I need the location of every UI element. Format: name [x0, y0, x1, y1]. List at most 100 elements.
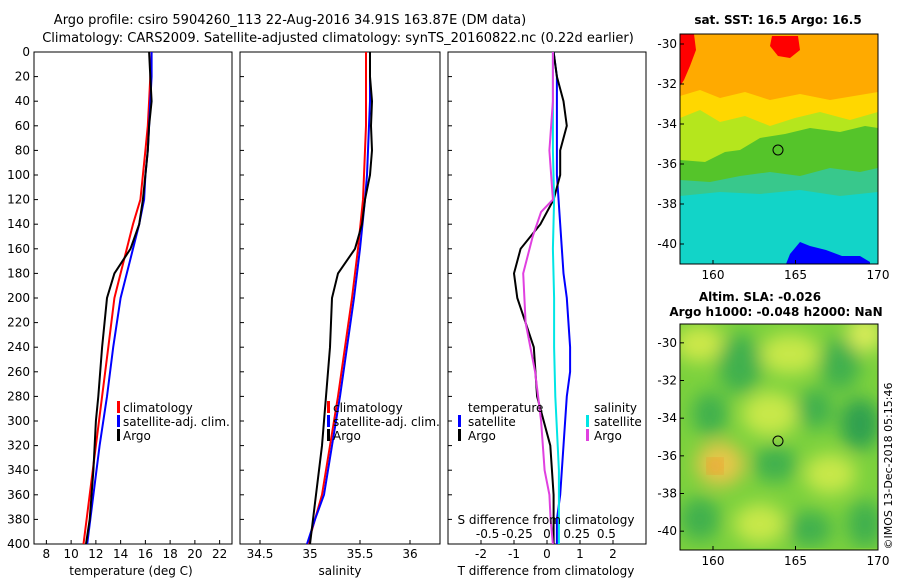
- depth-tick-label: 360: [7, 488, 30, 502]
- x-tick-label: 36: [402, 547, 417, 561]
- difference-panel: [447, 51, 647, 545]
- sst-map-axes: 160 165 170 -30 -32 -34 -36 -38 -40: [657, 37, 889, 282]
- map-y-tick-label: -38: [657, 197, 677, 211]
- series-line-satellite-adj-clim-: [306, 52, 371, 544]
- sla-map-title-line2: Argo h1000: -0.048 h2000: NaN: [669, 305, 882, 319]
- series-line-climatology: [82, 52, 153, 544]
- sla-blob: [840, 398, 878, 450]
- depth-tick-label: 60: [15, 119, 30, 133]
- legend-label-climatology: climatology: [123, 401, 193, 415]
- legend-label-argo: Argo: [333, 429, 361, 443]
- legend-swatch-climatology: [117, 401, 120, 413]
- imos-stamp: ©IMOS 13-Dec-2018 05:15:46: [882, 383, 895, 550]
- map-x-tick-label: 170: [867, 554, 890, 568]
- depth-tick-label: 20: [15, 70, 30, 84]
- map-y-tick-label: -34: [657, 411, 677, 425]
- depth-tick-label: 160: [7, 242, 30, 256]
- sla-warm-core: [706, 457, 724, 475]
- sst-map: [679, 33, 879, 265]
- map-y-tick-label: -40: [657, 524, 677, 538]
- s-diff-tick-label: 0: [543, 527, 551, 541]
- map-x-tick-label: 160: [702, 554, 725, 568]
- x-tick-label: 0: [543, 547, 551, 561]
- s-difference-axis-label: S difference from climatology: [458, 513, 635, 527]
- sst-cold-patch: [786, 242, 870, 264]
- temperature-x-axis: 8 10 12 14 16 18 20 22: [43, 540, 227, 561]
- s-diff-tick-label: -0.25: [502, 527, 533, 541]
- x-tick-label: 12: [88, 547, 103, 561]
- x-tick-label: 35.5: [347, 547, 374, 561]
- sla-map-title-line1: Altim. SLA: -0.026: [699, 290, 821, 304]
- depth-tick-label: 400: [7, 537, 30, 551]
- figure-title-line2: Climatology: CARS2009. Satellite-adjuste…: [42, 31, 634, 46]
- map-y-tick-label: -32: [657, 374, 677, 388]
- x-tick-label: 34.5: [247, 547, 274, 561]
- map-y-tick-label: -30: [657, 336, 677, 350]
- depth-axis: 0 20 40 60 80 100 120 140 160 180 200 220 240 260 280 3…: [7, 45, 452, 551]
- sla-blob: [742, 392, 798, 436]
- map-y-tick-label: -38: [657, 487, 677, 501]
- map-y-tick-label: -32: [657, 77, 677, 91]
- sla-blob: [680, 326, 725, 362]
- depth-tick-label: 200: [7, 291, 30, 305]
- sst-band-cyan: [680, 190, 878, 264]
- sst-warm-patch-2: [770, 36, 800, 58]
- sla-blob: [692, 392, 728, 436]
- sla-blob: [820, 338, 860, 390]
- s-diff-tick-label: -0.5: [476, 527, 499, 541]
- map-x-tick-label: 170: [867, 268, 890, 282]
- sla-blob: [788, 511, 832, 547]
- x-tick-label: 10: [63, 547, 78, 561]
- sst-map-frame: [679, 33, 879, 265]
- sla-map-axes: 160 165 170 -30 -32 -34 -36 -38 -40: [657, 336, 889, 568]
- salinity-panel: [239, 51, 441, 545]
- legend-swatch-s-satellite: [586, 415, 589, 427]
- x-tick-label: 20: [187, 547, 202, 561]
- x-tick-label: 8: [43, 547, 51, 561]
- s-diff-tick-label: 0.5: [597, 527, 616, 541]
- x-tick-label: 22: [212, 547, 227, 561]
- salinity-legend: climatology satellite-adj. clim. Argo: [327, 401, 440, 443]
- sst-argo-marker: [772, 144, 784, 156]
- depth-tick-label: 280: [7, 389, 30, 403]
- legend-swatch-s-argo: [586, 429, 589, 441]
- x-tick-label: -1: [508, 547, 520, 561]
- sst-warm-patch: [680, 34, 696, 86]
- series-line-t-argo: [512, 52, 568, 544]
- legend-label-s-satellite: satellite: [594, 415, 642, 429]
- sla-blob: [760, 334, 820, 374]
- temperature-panel: [33, 51, 233, 545]
- legend-label-climatology: climatology: [333, 401, 403, 415]
- depth-tick-label: 180: [7, 266, 30, 280]
- temperature-legend: climatology satellite-adj. clim. Argo: [117, 401, 230, 443]
- difference-axis-label: T difference from climatology: [457, 564, 635, 578]
- series-line-argo: [85, 52, 153, 544]
- depth-tick-label: 340: [7, 463, 30, 477]
- sla-blob: [847, 500, 878, 548]
- depth-tick-label: 220: [7, 316, 30, 330]
- legend-label-satellite-adj: satellite-adj. clim.: [123, 415, 230, 429]
- legend-swatch-climatology: [327, 401, 330, 413]
- depth-tick-label: 0: [22, 45, 30, 59]
- series-line-argo: [309, 52, 374, 544]
- legend-label-s-argo: Argo: [594, 429, 622, 443]
- depth-tick-label: 100: [7, 168, 30, 182]
- legend-title-salinity: salinity: [594, 401, 637, 415]
- map-y-tick-label: -36: [657, 449, 677, 463]
- legend-swatch-argo: [327, 429, 330, 441]
- depth-tick-label: 300: [7, 414, 30, 428]
- map-y-tick-label: -40: [657, 237, 677, 251]
- sla-map: [679, 323, 879, 551]
- sla-blob: [797, 389, 833, 429]
- sla-blob: [847, 324, 878, 352]
- sla-blob: [804, 454, 856, 494]
- difference-x-axis: -2 -1 0 1 2 -0.5 -0.25 0 0.25 0.5: [475, 527, 617, 561]
- legend-title-temperature: temperature: [468, 401, 543, 415]
- series-line-t-satellite: [552, 52, 572, 544]
- legend-swatch-argo: [117, 429, 120, 441]
- sla-argo-marker: [772, 435, 784, 447]
- series-line-climatology: [307, 52, 367, 544]
- map-y-tick-label: -34: [657, 117, 677, 131]
- sla-map-frame: [679, 323, 879, 551]
- depth-tick-label: 120: [7, 193, 30, 207]
